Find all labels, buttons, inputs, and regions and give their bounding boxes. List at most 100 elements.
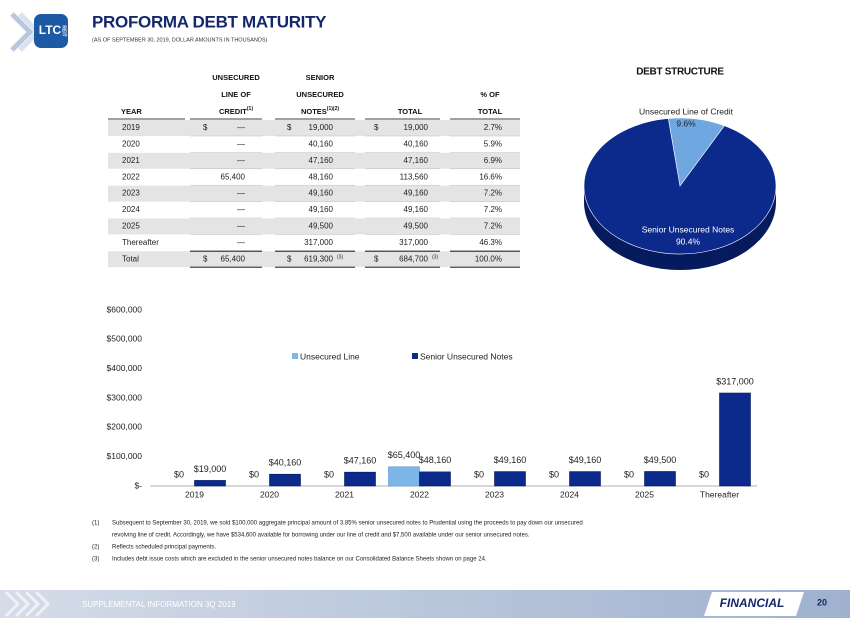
pie-value: 90.4%	[676, 236, 701, 246]
y-tick-label: $100,000	[107, 451, 143, 461]
table-cell: 65,400	[221, 172, 246, 181]
header-sup: (1)	[247, 106, 253, 112]
footer-chevrons	[4, 590, 51, 618]
page-number: 20	[817, 597, 827, 607]
table-header: TOTAL	[478, 107, 503, 116]
currency: $	[287, 254, 292, 263]
y-tick-label: $500,000	[107, 334, 143, 344]
table-cell: —	[237, 238, 245, 247]
pie-title: DEBT STRUCTURE	[636, 67, 724, 78]
value-label: $0	[249, 469, 259, 479]
table-cell: 317,000	[399, 238, 428, 247]
table-cell: 40,160	[404, 140, 429, 149]
table-cell: 46.3%	[479, 238, 502, 247]
table-header: UNSECURED	[212, 73, 260, 82]
logo-box	[34, 14, 68, 48]
table-note: (3)	[337, 255, 343, 261]
table-cell: 2.7%	[484, 123, 502, 132]
table-cell: 113,560	[400, 172, 429, 181]
pie-label: Unsecured Line of Credit	[639, 106, 734, 116]
footnote-text: revolving line of credit. Accordingly, w…	[112, 533, 530, 539]
table-cell: 2022	[122, 172, 140, 181]
x-tick-label: 2025	[635, 489, 654, 499]
bar	[269, 473, 301, 487]
x-tick-label: Thereafter	[700, 489, 739, 499]
value-label: $49,500	[644, 455, 677, 465]
y-tick-label: $400,000	[107, 363, 143, 373]
value-label: $317,000	[716, 376, 754, 386]
header-text: NOTES	[301, 107, 327, 116]
table-cell: 49,160	[404, 189, 429, 198]
bar	[719, 392, 751, 487]
legend-label: Unsecured Line	[300, 351, 360, 361]
table-cell: —	[237, 189, 245, 198]
subtitle: (AS OF SEPTEMBER 30, 2019, DOLLAR AMOUNT…	[92, 37, 267, 43]
table-cell: 47,160	[404, 156, 429, 165]
table-cell: 49,500	[404, 222, 429, 231]
table-cell: 6.9%	[484, 156, 502, 165]
table-cell: 2024	[122, 205, 140, 214]
table-header: SENIOR	[306, 73, 335, 82]
table-cell: —	[237, 156, 245, 165]
table-cell: Total	[122, 254, 139, 263]
currency: $	[203, 123, 208, 132]
table-cell: —	[237, 222, 245, 231]
table-cell: 49,160	[309, 205, 334, 214]
x-tick-label: 2023	[485, 489, 504, 499]
table-cell: 317,000	[304, 238, 333, 247]
footnote-marker: (3)	[92, 557, 99, 563]
table-cell: 7.2%	[484, 222, 502, 231]
x-tick-label: 2024	[560, 489, 579, 499]
footer-text: SUPPLEMENTAL INFORMATION 3Q 2019	[82, 600, 236, 609]
value-label: $19,000	[194, 464, 227, 474]
pie-label: Senior Unsecured Notes	[642, 224, 735, 234]
bar	[419, 471, 451, 487]
legend-label: Senior Unsecured Notes	[420, 351, 513, 361]
value-label: $49,160	[569, 455, 602, 465]
pie-value: 9.6%	[676, 118, 696, 128]
x-tick-label: 2021	[335, 489, 354, 499]
table-cell: —	[237, 205, 245, 214]
table-cell: 2020	[122, 140, 140, 149]
table-cell: 2019	[122, 123, 140, 132]
value-label: $0	[474, 469, 484, 479]
y-tick-label: $600,000	[107, 304, 143, 314]
footnote-text: Includes debt issue costs which are excl…	[112, 557, 487, 563]
value-label: $0	[174, 469, 184, 479]
table-cell: 7.2%	[484, 189, 502, 198]
value-label: $48,160	[419, 455, 452, 465]
value-label: $0	[699, 469, 709, 479]
footnote-text: Subsequent to September 30, 2019, we sol…	[112, 521, 583, 527]
table-note: (3)	[432, 255, 438, 261]
header-sup: (1)(2)	[327, 106, 340, 112]
table-cell: 48,160	[309, 172, 334, 181]
y-tick-label: $200,000	[107, 422, 143, 432]
row-shade	[108, 251, 520, 268]
value-label: $47,160	[344, 456, 377, 466]
table-cell: 100.0%	[475, 254, 502, 263]
bar	[569, 471, 601, 487]
table-header: LINE OF	[221, 90, 251, 99]
bar	[494, 471, 526, 487]
table-header: % OF	[480, 90, 500, 99]
row-shade	[108, 218, 520, 235]
pie-side	[584, 186, 776, 270]
bar	[194, 480, 226, 487]
table-header: TOTAL	[398, 107, 423, 116]
logo-chevron	[10, 12, 34, 52]
value-label: $0	[549, 469, 559, 479]
x-tick-label: 2020	[260, 489, 279, 499]
table-cell: 2021	[122, 156, 140, 165]
section-tab	[704, 592, 804, 616]
y-tick-label: $300,000	[107, 392, 143, 402]
legend-swatch	[412, 353, 418, 359]
title: PROFORMA DEBT MATURITY	[92, 12, 327, 31]
table-cell: 2023	[122, 189, 140, 198]
table-cell: 7.2%	[484, 205, 502, 214]
table-cell: —	[237, 140, 245, 149]
table-cell: 47,160	[309, 156, 334, 165]
table-cell: 19,000	[309, 123, 334, 132]
bar	[388, 466, 420, 487]
row-shade	[108, 185, 520, 202]
